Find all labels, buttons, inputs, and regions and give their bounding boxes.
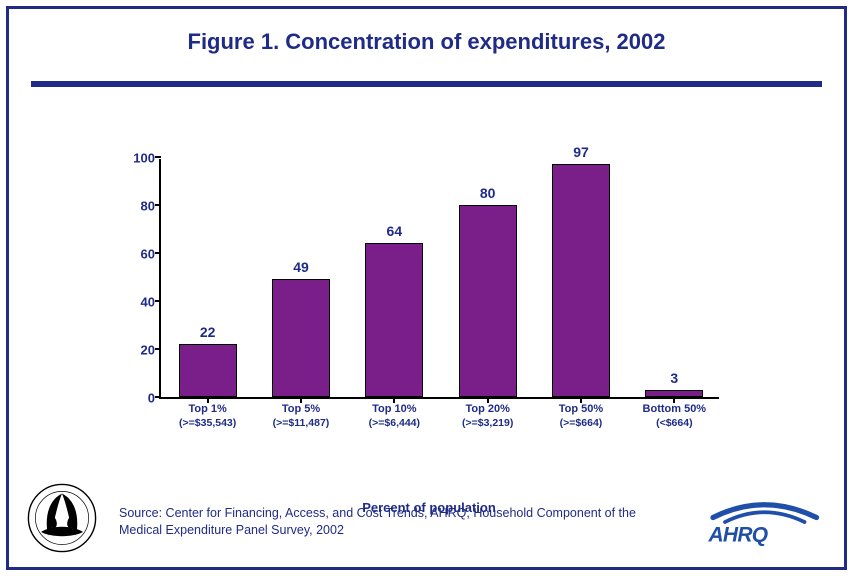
x-tick-mark [673, 397, 675, 403]
bar [179, 344, 237, 397]
bar-slot: 3Bottom 50%(<$664) [628, 157, 721, 397]
category-label: Top 5% [254, 403, 347, 417]
category-sublabel: (<$664) [628, 417, 721, 430]
category-label: Top 50% [534, 403, 627, 417]
bar [552, 164, 610, 397]
category-label: Top 20% [441, 403, 534, 417]
bar-value-label: 64 [348, 223, 441, 239]
category-sublabel: (>=$664) [534, 417, 627, 430]
ahrq-logo-icon: AHRQ [704, 501, 824, 549]
plot-region: 020406080100 22Top 1%(>=$35,543)49Top 5%… [159, 159, 719, 399]
y-tick-label: 40 [119, 295, 155, 310]
figure-title: Figure 1. Concentration of expenditures,… [9, 29, 844, 55]
hhs-seal-icon [27, 483, 97, 553]
chart-area: Percent of total expenditures 0204060801… [109, 139, 749, 449]
y-tick-label: 20 [119, 343, 155, 358]
bar [272, 279, 330, 397]
bar-slot: 49Top 5%(>=$11,487) [254, 157, 347, 397]
category-label: Top 1% [161, 403, 254, 417]
y-tick-label: 0 [119, 391, 155, 406]
y-tick-label: 80 [119, 199, 155, 214]
bar-slot: 80Top 20%(>=$3,219) [441, 157, 534, 397]
bar-value-label: 80 [441, 185, 534, 201]
bar-slot: 22Top 1%(>=$35,543) [161, 157, 254, 397]
title-rule [31, 81, 822, 87]
bar [459, 205, 517, 397]
bar-value-label: 3 [628, 370, 721, 386]
source-note: Source: Center for Financing, Access, an… [119, 505, 674, 539]
x-tick-mark [580, 397, 582, 403]
bar-value-label: 97 [534, 144, 627, 160]
bar [365, 243, 423, 397]
figure-frame: Figure 1. Concentration of expenditures,… [6, 6, 847, 570]
x-tick-mark [487, 397, 489, 403]
category-sublabel: (>=$3,219) [441, 417, 534, 430]
bar-value-label: 49 [254, 259, 347, 275]
y-tick-label: 60 [119, 247, 155, 262]
category-sublabel: (>=$6,444) [348, 417, 441, 430]
bar-slot: 97Top 50%(>=$664) [534, 157, 627, 397]
ahrq-logo-text: AHRQ [708, 524, 768, 547]
bar-value-label: 22 [161, 324, 254, 340]
x-tick-mark [300, 397, 302, 403]
x-tick-mark [207, 397, 209, 403]
bar-slot: 64Top 10%(>=$6,444) [348, 157, 441, 397]
category-label: Bottom 50% [628, 403, 721, 417]
x-tick-mark [393, 397, 395, 403]
category-label: Top 10% [348, 403, 441, 417]
bar [645, 390, 703, 397]
y-tick-label: 100 [119, 151, 155, 166]
category-sublabel: (>=$11,487) [254, 417, 347, 430]
category-sublabel: (>=$35,543) [161, 417, 254, 430]
